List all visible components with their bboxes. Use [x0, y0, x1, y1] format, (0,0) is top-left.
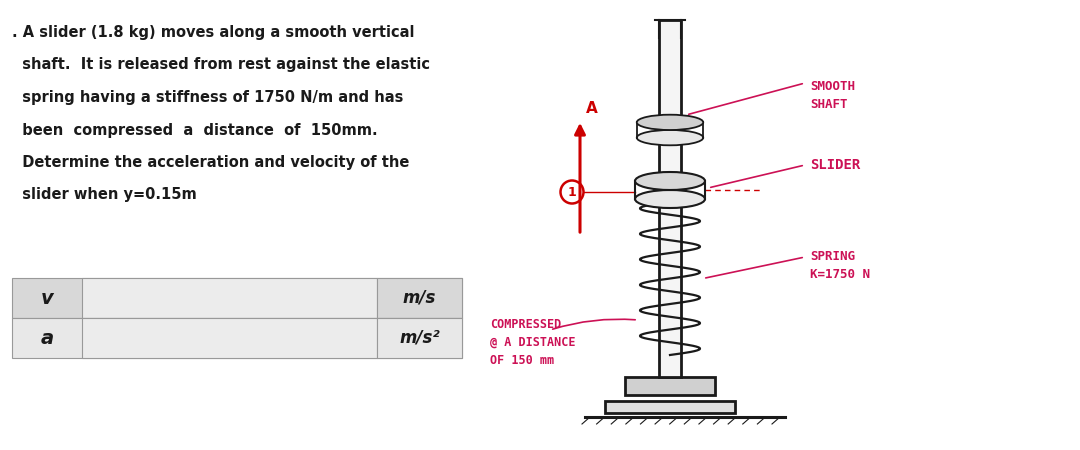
FancyBboxPatch shape: [625, 377, 715, 395]
Text: spring having a stiffness of 1750 N/m and has: spring having a stiffness of 1750 N/m an…: [12, 90, 403, 105]
Bar: [82, 278, 377, 318]
Bar: [82, 318, 377, 358]
Ellipse shape: [637, 130, 703, 145]
Text: COMPRESSED
@ A DISTANCE
OF 150 mm: COMPRESSED @ A DISTANCE OF 150 mm: [490, 318, 576, 366]
Text: m/s²: m/s²: [400, 329, 440, 347]
Text: SPRING
K=1750 N: SPRING K=1750 N: [810, 249, 870, 280]
Text: slider when y=0.15m: slider when y=0.15m: [12, 188, 197, 203]
FancyBboxPatch shape: [605, 401, 735, 413]
Bar: [377, 318, 462, 358]
Text: SMOOTH
SHAFT: SMOOTH SHAFT: [810, 80, 855, 111]
Text: Determine the acceleration and velocity of the: Determine the acceleration and velocity …: [12, 155, 409, 170]
Text: A: A: [586, 101, 597, 116]
Bar: [377, 278, 462, 318]
Text: been  compressed  a  distance  of  150mm.: been compressed a distance of 150mm.: [12, 122, 378, 138]
FancyBboxPatch shape: [659, 20, 681, 377]
Text: m/s: m/s: [403, 289, 436, 307]
Text: 1: 1: [568, 185, 577, 198]
Text: a: a: [40, 328, 54, 347]
Text: . A slider (1.8 kg) moves along a smooth vertical: . A slider (1.8 kg) moves along a smooth…: [12, 25, 415, 40]
Ellipse shape: [635, 190, 705, 208]
Bar: [12, 318, 462, 358]
Ellipse shape: [635, 172, 705, 190]
Text: v: v: [41, 288, 53, 307]
Bar: [12, 278, 462, 318]
Text: shaft.  It is released from rest against the elastic: shaft. It is released from rest against …: [12, 58, 430, 72]
Text: SLIDER: SLIDER: [810, 158, 861, 172]
Ellipse shape: [637, 115, 703, 130]
